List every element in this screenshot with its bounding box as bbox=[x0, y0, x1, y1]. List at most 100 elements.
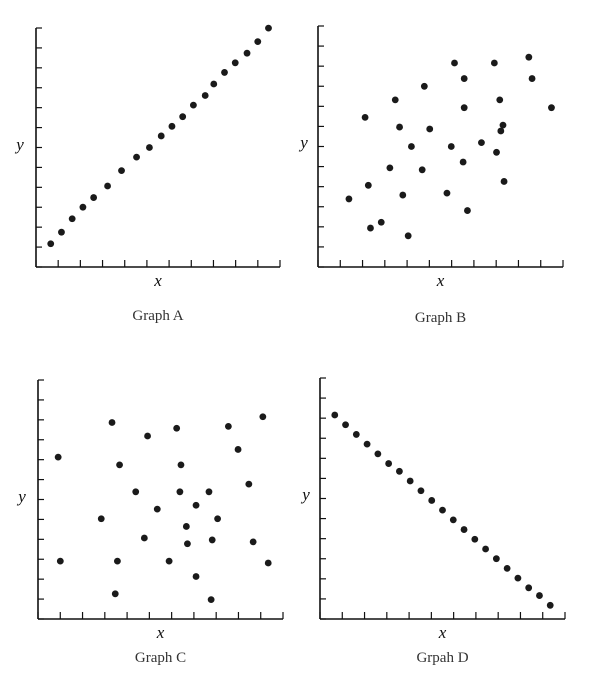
y-axis-label: y bbox=[300, 485, 310, 504]
data-point bbox=[428, 497, 436, 504]
data-point bbox=[342, 421, 349, 429]
y-axis-label: y bbox=[14, 135, 24, 154]
data-point bbox=[173, 424, 181, 432]
data-point bbox=[406, 477, 414, 485]
data-point bbox=[548, 104, 555, 112]
data-point bbox=[490, 59, 498, 67]
data-point bbox=[118, 167, 125, 175]
data-point bbox=[396, 123, 403, 131]
data-point bbox=[177, 461, 185, 469]
data-point bbox=[207, 596, 215, 603]
data-point bbox=[367, 224, 374, 232]
data-point bbox=[153, 505, 161, 513]
data-point bbox=[546, 601, 554, 609]
x-axis-label: x bbox=[153, 271, 162, 290]
data-point bbox=[420, 82, 428, 90]
data-point bbox=[385, 460, 393, 467]
data-point bbox=[478, 139, 485, 147]
data-point bbox=[90, 194, 98, 201]
data-point bbox=[377, 218, 385, 226]
graph-caption: Graph C bbox=[135, 650, 186, 666]
data-point bbox=[165, 557, 173, 565]
data-point bbox=[243, 49, 251, 57]
data-point bbox=[514, 574, 522, 582]
data-point bbox=[184, 540, 191, 548]
data-point bbox=[525, 584, 533, 592]
data-point bbox=[497, 127, 505, 135]
y-axis-label: y bbox=[298, 133, 308, 152]
data-point bbox=[482, 545, 489, 553]
data-point bbox=[460, 104, 468, 112]
data-point bbox=[386, 164, 394, 172]
data-point bbox=[208, 536, 216, 544]
data-point bbox=[210, 80, 218, 88]
x-axis-label: x bbox=[438, 623, 447, 642]
data-point bbox=[443, 189, 451, 197]
data-point bbox=[451, 59, 458, 67]
data-point bbox=[536, 592, 543, 599]
data-point bbox=[500, 178, 508, 185]
data-point bbox=[459, 158, 467, 166]
data-point bbox=[192, 573, 200, 580]
data-point bbox=[361, 113, 369, 121]
scatter-panel-4: y x Grpah D bbox=[300, 377, 566, 666]
data-point bbox=[68, 215, 76, 223]
data-point bbox=[404, 232, 412, 240]
data-point bbox=[464, 207, 471, 214]
data-point bbox=[146, 144, 153, 151]
data-point bbox=[179, 113, 187, 121]
data-point bbox=[460, 75, 468, 82]
data-point bbox=[104, 182, 111, 190]
data-point bbox=[221, 69, 228, 76]
data-point bbox=[190, 101, 197, 109]
data-point bbox=[265, 24, 272, 32]
data-point bbox=[140, 534, 148, 542]
data-point bbox=[426, 125, 434, 133]
data-point bbox=[47, 240, 55, 248]
data-point bbox=[192, 501, 200, 509]
data-point bbox=[408, 143, 415, 150]
data-point bbox=[396, 467, 403, 475]
data-point bbox=[168, 122, 176, 130]
data-point bbox=[352, 431, 360, 438]
data-point bbox=[79, 203, 87, 211]
graph-caption: Graph A bbox=[132, 308, 183, 324]
data-point bbox=[54, 453, 62, 461]
y-axis-label: y bbox=[16, 487, 26, 506]
data-point bbox=[259, 413, 267, 421]
data-point bbox=[108, 419, 116, 426]
data-point bbox=[56, 557, 64, 565]
data-point bbox=[214, 515, 221, 523]
x-axis-label: x bbox=[436, 271, 445, 290]
data-point bbox=[363, 440, 371, 448]
data-point bbox=[144, 432, 151, 440]
data-point bbox=[176, 488, 184, 496]
data-point bbox=[97, 515, 105, 523]
data-point bbox=[254, 38, 262, 46]
data-point bbox=[418, 166, 426, 174]
scatter-panel-3: y x Graph C bbox=[16, 379, 284, 666]
data-point bbox=[374, 450, 382, 458]
data-point bbox=[528, 75, 536, 82]
data-point bbox=[116, 461, 123, 469]
data-point bbox=[111, 590, 119, 598]
data-point bbox=[201, 92, 209, 99]
data-point bbox=[364, 181, 372, 189]
data-point bbox=[503, 565, 511, 572]
data-point bbox=[114, 557, 121, 565]
data-point bbox=[439, 506, 446, 514]
data-point bbox=[231, 59, 239, 67]
graph-caption: Grpah D bbox=[416, 650, 468, 666]
data-point bbox=[58, 228, 65, 236]
data-point bbox=[331, 411, 339, 419]
scatter-panel-2: y x Graph B bbox=[298, 25, 564, 326]
data-point bbox=[182, 523, 190, 530]
data-point bbox=[133, 153, 140, 161]
graph-caption: Graph B bbox=[415, 310, 466, 326]
data-point bbox=[493, 148, 500, 156]
scatter-panel-1: y x Graph A bbox=[14, 24, 281, 324]
data-point bbox=[499, 121, 507, 129]
data-point bbox=[417, 487, 425, 495]
data-point bbox=[492, 555, 500, 563]
data-point bbox=[157, 132, 165, 140]
